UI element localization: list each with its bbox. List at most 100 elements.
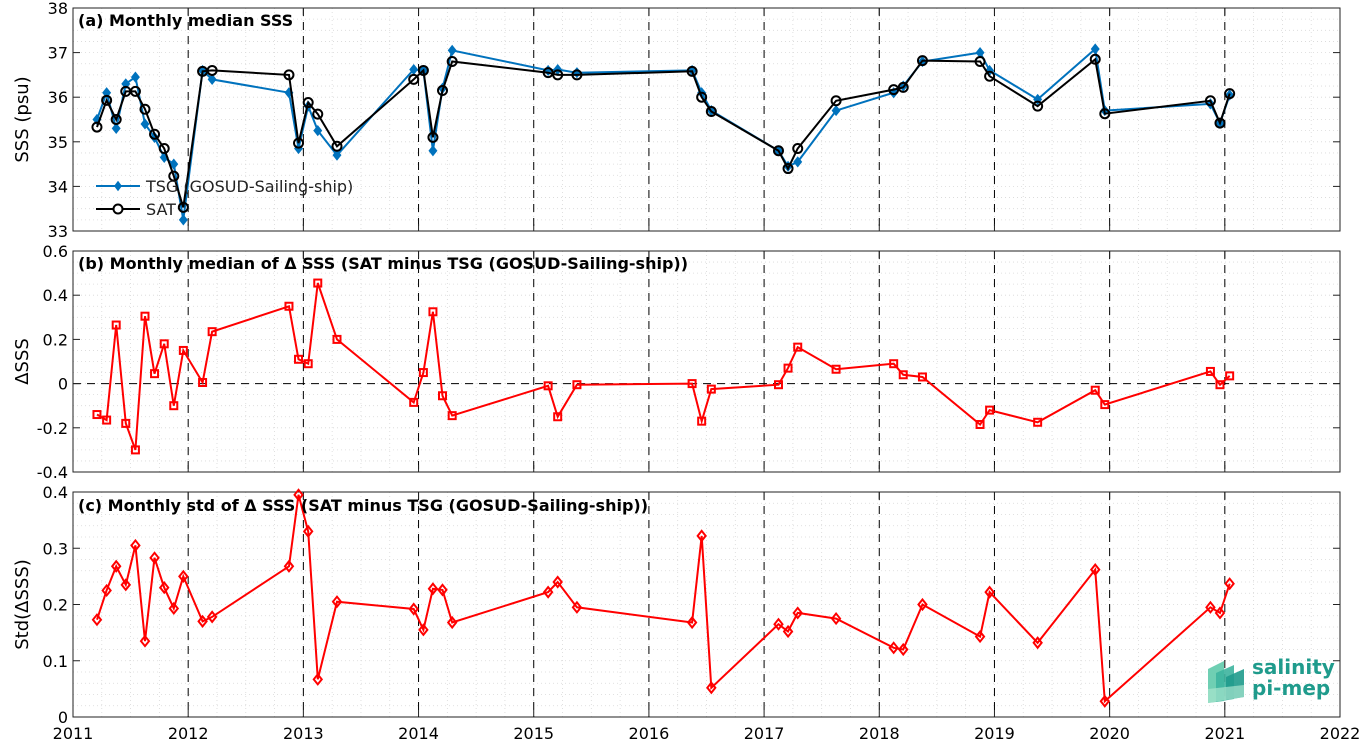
wave-logo-icon: [1208, 661, 1244, 703]
data-point: [793, 156, 803, 168]
legend-label: SAT: [146, 200, 176, 219]
data-point: [1099, 694, 1111, 708]
data-point: [110, 559, 122, 573]
data-point: [92, 410, 102, 420]
data-point: [130, 538, 141, 553]
data-point: [831, 364, 841, 374]
data-point: [1090, 385, 1100, 395]
data-point: [552, 575, 563, 589]
series-line: [96, 282, 1231, 451]
data-point: [177, 201, 189, 213]
y-tick-label: 37: [48, 44, 68, 63]
data-point: [418, 368, 428, 378]
data-point: [91, 121, 103, 133]
data-point: [140, 311, 150, 321]
data-point: [207, 73, 217, 85]
x-tick-label: 2018: [859, 724, 900, 743]
data-point: [206, 610, 218, 624]
data-point: [542, 585, 554, 599]
grid-lines: [72, 250, 1341, 473]
data-point: [121, 418, 131, 428]
data-point: [446, 56, 458, 68]
data-point: [792, 606, 804, 620]
data-point: [283, 559, 295, 573]
data-point: [139, 103, 151, 115]
y-tick-label: 0: [58, 708, 68, 727]
data-point: [1033, 417, 1043, 427]
data-point: [111, 122, 121, 135]
data-point: [1205, 366, 1215, 376]
data-point: [149, 128, 161, 140]
data-point: [198, 377, 208, 387]
x-tick-label: 2015: [513, 724, 554, 743]
data-point: [313, 278, 323, 288]
data-point: [91, 613, 103, 627]
x-tick-label: 2014: [398, 724, 439, 743]
data-point: [830, 611, 842, 626]
data-point: [1032, 636, 1043, 650]
data-point: [897, 81, 909, 93]
grid-lines: [72, 491, 1341, 718]
y-tick-label: 0.2: [43, 596, 68, 615]
x-tick-label: 2016: [629, 724, 670, 743]
data-point: [773, 380, 783, 390]
data-point: [686, 65, 698, 77]
data-point: [974, 629, 986, 644]
data-point: [571, 69, 583, 81]
data-point: [149, 551, 160, 565]
data-point: [129, 85, 141, 97]
data-point: [1032, 100, 1044, 112]
grid-lines: [72, 7, 1341, 232]
legend-marker: [114, 180, 122, 192]
data-point: [889, 87, 899, 99]
data-point: [889, 359, 899, 369]
data-point: [447, 44, 457, 56]
data-point: [409, 63, 419, 76]
data-point: [552, 69, 564, 81]
x-tick-label: 2019: [974, 724, 1015, 743]
series-line: [96, 57, 1231, 208]
data-point: [917, 372, 927, 382]
data-point: [1214, 606, 1226, 620]
data-point: [169, 158, 179, 170]
x-tick-label: 2011: [53, 724, 94, 743]
data-point: [178, 345, 188, 355]
data-point: [130, 445, 140, 455]
data-point: [696, 91, 708, 103]
data-point: [140, 118, 150, 130]
data-point: [1215, 380, 1225, 390]
data-point: [1090, 43, 1100, 55]
data-point: [158, 142, 170, 154]
data-point: [293, 488, 304, 502]
data-point: [782, 163, 794, 175]
data-point: [772, 145, 784, 157]
salinity-pi-mep-logo: salinity pi-mep: [1204, 655, 1335, 705]
data-point: [1089, 53, 1101, 65]
data-point: [110, 114, 122, 125]
x-tick-label: 2021: [1204, 724, 1245, 743]
data-point: [447, 411, 457, 421]
data-point: [1224, 577, 1235, 591]
data-point: [705, 105, 717, 117]
data-point: [302, 524, 314, 538]
data-point: [1204, 95, 1216, 107]
y-tick-label: 36: [48, 88, 68, 107]
legend: TSG (GOSUD-Sailing-ship) SAT: [96, 177, 353, 219]
data-point: [975, 46, 985, 59]
data-point: [571, 600, 583, 614]
series-sat: [91, 53, 1236, 213]
x-tick-label: 2012: [168, 724, 209, 743]
y-axis-label: Std(ΔSSS): [12, 559, 33, 650]
data-point: [313, 125, 323, 137]
data-point: [408, 602, 419, 616]
data-point: [169, 401, 179, 411]
y-tick-label: 38: [48, 0, 68, 18]
data-point: [1099, 108, 1111, 120]
data-point: [437, 583, 448, 597]
data-point: [332, 149, 342, 161]
data-point: [783, 363, 793, 373]
x-tick-label: 2022: [1320, 724, 1361, 743]
y-axis-label: ΔSSS: [12, 338, 33, 385]
data-point: [446, 615, 458, 630]
data-point: [206, 64, 218, 76]
